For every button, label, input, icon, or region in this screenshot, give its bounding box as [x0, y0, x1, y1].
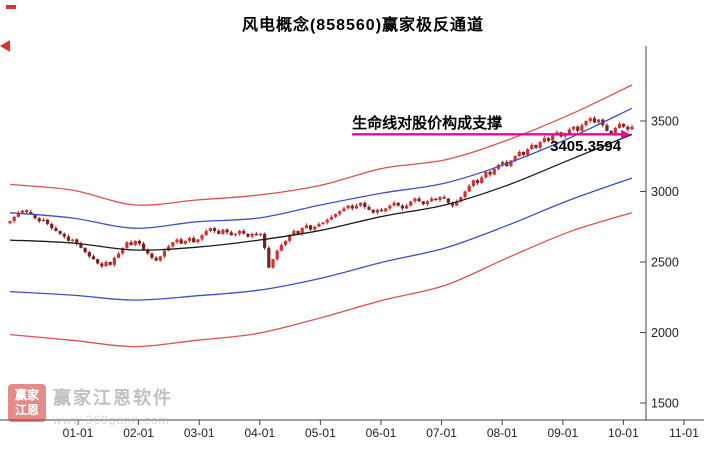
top-left-red-marker-icon: [6, 5, 16, 9]
x-axis-tick-label: 08-01: [487, 426, 518, 440]
x-axis-tick-label: 07-01: [426, 426, 457, 440]
support-line-arrow-icon: [621, 129, 631, 139]
support-annotation-label: 生命线对股价构成支撑: [352, 115, 503, 133]
watermark-logo-line1: 赢家: [14, 388, 39, 402]
x-axis-tick-label: 01-01: [63, 426, 94, 440]
chart-title: 风电概念(858560)赢家极反通道: [241, 17, 485, 34]
channel-line-upper-blue: [9, 107, 633, 229]
watermark: 赢家 江恩 赢家江恩软件 www.360gann.com: [8, 384, 173, 427]
channel-line-lower-red: [9, 212, 633, 348]
y-axis-tick-label: 2000: [651, 326, 679, 340]
x-axis-tick-label: 11-01: [669, 426, 699, 440]
y-axis-tick-label: 3500: [651, 115, 679, 129]
candles: [8, 116, 634, 269]
x-axis-tick-label: 05-01: [305, 426, 336, 440]
y-axis-tick-label: 3000: [651, 185, 679, 199]
x-axis-tick-label: 04-01: [244, 426, 275, 440]
watermark-logo-line2: 江恩: [14, 403, 39, 417]
channel-line-upper-red: [9, 84, 633, 206]
x-axis-tick-label: 03-01: [184, 426, 215, 440]
y-axis-tick-label: 1500: [651, 397, 679, 411]
x-axis-tick-label: 10-01: [608, 426, 639, 440]
x-axis-tick-label: 06-01: [366, 426, 397, 440]
watermark-brand: 赢家江恩软件: [53, 388, 173, 408]
x-axis-tick-label: 02-01: [123, 426, 154, 440]
channel-line-lower-blue: [9, 177, 633, 301]
support-value-label: 3405.3594: [550, 138, 622, 156]
watermark-logo-icon: 赢家 江恩: [8, 384, 46, 422]
left-edge-red-arrow-icon: [0, 40, 10, 52]
x-axis-tick-label: 09-01: [547, 426, 578, 440]
channel-line-life-line: [9, 133, 633, 251]
y-axis-tick-label: 2500: [651, 256, 679, 270]
watermark-url: www.360gann.com: [53, 413, 170, 427]
